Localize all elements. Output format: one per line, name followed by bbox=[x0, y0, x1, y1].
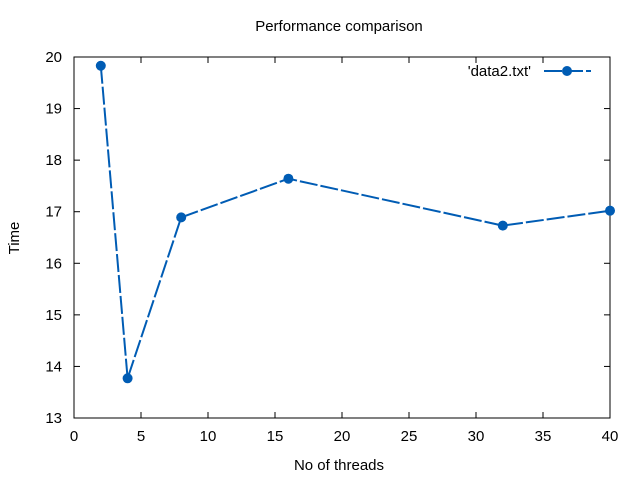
x-tick-label: 25 bbox=[401, 428, 418, 445]
y-tick-label: 13 bbox=[45, 410, 62, 427]
x-tick-label: 15 bbox=[267, 428, 284, 445]
y-tick-label: 14 bbox=[45, 358, 62, 375]
x-tick-label: 40 bbox=[602, 428, 619, 445]
legend: 'data2.txt' bbox=[468, 63, 591, 80]
axis-ticks: 0 5 10 15 20 25 30 35 40 13 14 15 16 17 18 19 20 bbox=[45, 49, 618, 445]
y-tick-label: 19 bbox=[45, 101, 62, 118]
data-point bbox=[176, 212, 187, 223]
plot-area-frame bbox=[73, 56, 611, 419]
y-tick-label: 18 bbox=[45, 152, 62, 169]
y-axis-label: Time bbox=[6, 222, 23, 255]
y-tick-label: 20 bbox=[45, 49, 62, 66]
x-tick-label: 5 bbox=[137, 428, 145, 445]
series-layer bbox=[95, 60, 615, 384]
legend-label: 'data2.txt' bbox=[468, 63, 531, 80]
y-tick-label: 16 bbox=[45, 255, 62, 272]
x-tick-label: 30 bbox=[468, 428, 485, 445]
x-tick-label: 10 bbox=[200, 428, 217, 445]
data-point bbox=[497, 220, 508, 231]
data-point bbox=[122, 373, 133, 384]
data-point bbox=[605, 205, 615, 216]
y-tick-label: 15 bbox=[45, 307, 62, 324]
series-line bbox=[99, 65, 611, 379]
x-tick-label: 0 bbox=[70, 428, 78, 445]
y-tick-label: 17 bbox=[45, 204, 62, 221]
legend-marker bbox=[562, 66, 572, 76]
x-tick-label: 20 bbox=[334, 428, 351, 445]
x-tick-label: 35 bbox=[535, 428, 552, 445]
data-point bbox=[283, 173, 294, 184]
data-point bbox=[95, 60, 106, 71]
x-axis-label: No of threads bbox=[294, 457, 384, 474]
chart-title: Performance comparison bbox=[255, 18, 423, 35]
